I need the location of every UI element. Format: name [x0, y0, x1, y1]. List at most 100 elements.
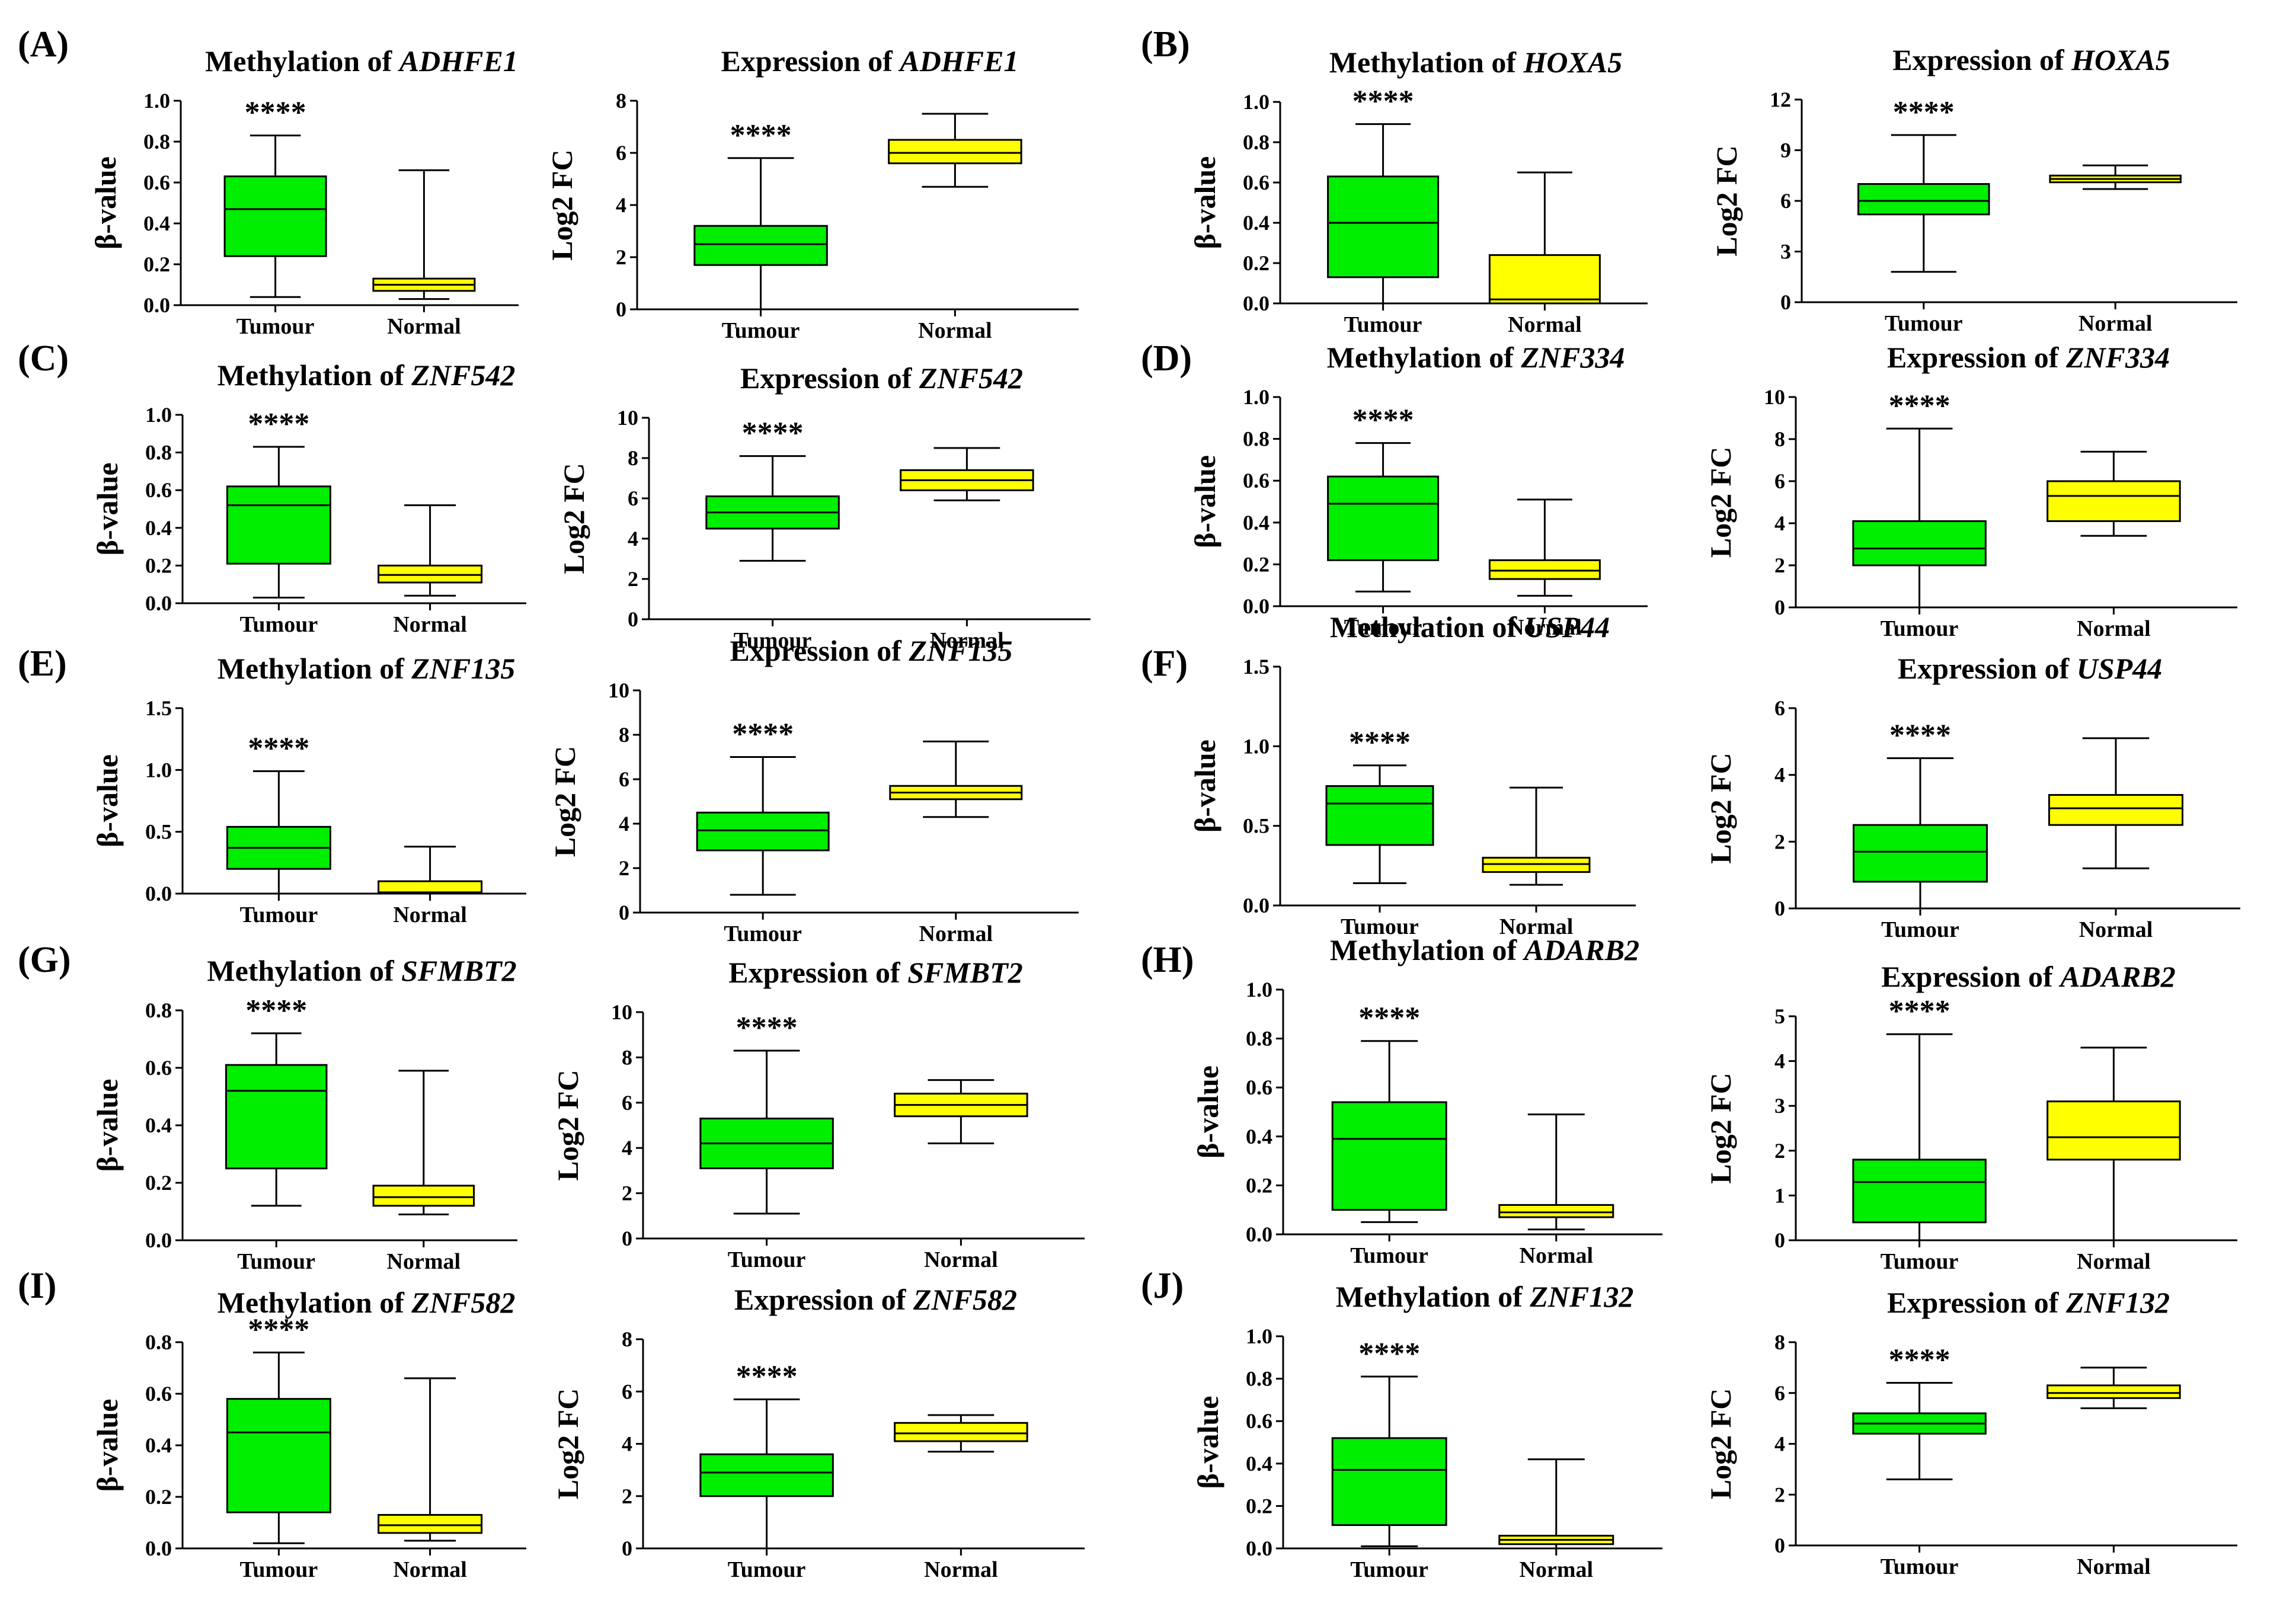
box-normal [2049, 164, 2182, 190]
chart-title-prefix: Expression of [740, 361, 919, 395]
panel-letter-h: (H) [1141, 940, 1194, 980]
y-axis-title: β-value [91, 463, 124, 556]
box-iqr [2046, 1384, 2181, 1399]
chart-title-gene: ADARB2 [2058, 960, 2176, 993]
chart-title-prefix: Methylation of [1329, 46, 1524, 79]
x-category-label: Tumour [236, 314, 315, 339]
y-tick-label: 6 [1780, 189, 1791, 213]
chart-title-prefix: Methylation of [218, 1286, 412, 1319]
y-tick-label: 0.0 [145, 882, 172, 905]
y-tick-label: 0 [622, 1227, 632, 1250]
significance-stars: **** [730, 119, 792, 152]
chart-title-gene: ZNF334 [1520, 341, 1625, 374]
box-normal [372, 169, 476, 300]
box-tumour [696, 756, 830, 896]
x-category-label: Tumour [1881, 616, 1959, 641]
box-iqr [226, 1398, 331, 1513]
y-tick-label: 0 [1774, 897, 1785, 920]
x-category-label: Normal [1499, 914, 1574, 939]
chart-e-methylation: Methylation of ZNF135 β-value 0.0 0.5 1.0 1.5… [91, 652, 526, 927]
y-tick-label: 4 [622, 1432, 632, 1456]
y-tick-label: 4 [1774, 763, 1785, 787]
chart-title: Expression of SFMBT2 [728, 956, 1022, 989]
chart-title-gene: ZNF135 [908, 634, 1012, 667]
box-iqr [2046, 480, 2181, 522]
box-normal [1482, 786, 1591, 886]
box-iqr [888, 139, 1022, 165]
box-iqr [378, 1513, 483, 1534]
chart-title-gene: ZNF132 [2065, 1286, 2170, 1319]
box-tumour [1327, 123, 1440, 305]
chart-title: Methylation of ZNF334 [1327, 341, 1625, 374]
box-normal [1498, 1113, 1614, 1231]
chart-title: Expression of ZNF582 [734, 1283, 1017, 1316]
chart-title: Methylation of ZNF542 [218, 359, 516, 392]
chart-title-prefix: Expression of [1892, 43, 2071, 76]
box-tumour [1852, 1382, 1987, 1481]
chart-title-prefix: Expression of [1887, 341, 2066, 374]
chart-title-prefix: Methylation of [1330, 610, 1524, 644]
chart-title-prefix: Expression of [730, 634, 909, 667]
x-category-label: Tumour [1344, 615, 1422, 640]
x-category-label: Normal [2079, 917, 2153, 942]
box-tumour [693, 157, 828, 311]
y-tick-label: 2 [1774, 1139, 1785, 1163]
y-tick-label: 2 [1774, 830, 1785, 853]
chart-i-methylation: Methylation of ZNF582 β-value 0.0 0.2 0.4 0.6… [91, 1286, 526, 1582]
chart-title-gene: HOXA5 [2071, 43, 2170, 76]
box-iqr [696, 811, 830, 852]
chart-c-methylation: Methylation of ZNF542 β-value 0.0 0.2 0.4 0.6… [91, 359, 526, 637]
box-iqr [894, 1422, 1028, 1442]
y-tick-label: 6 [622, 1380, 632, 1403]
chart-title: Methylation of SFMBT2 [207, 954, 516, 987]
y-tick-label: 0 [1774, 1228, 1785, 1252]
box-normal [378, 1377, 483, 1542]
y-tick-label: 0 [619, 901, 629, 924]
chart-i-expression: Expression of ZNF582 Log2 FC 0 2 4 6 8 Tumour No… [551, 1283, 1085, 1582]
y-tick-label: 0.6 [143, 171, 170, 194]
x-category-label: Normal [1508, 312, 1582, 337]
y-tick-label: 0.0 [1243, 292, 1269, 315]
x-category-label: Tumour [1881, 1554, 1959, 1579]
chart-title: Methylation of ZNF132 [1336, 1280, 1634, 1313]
y-tick-label: 0.8 [145, 1330, 172, 1354]
y-tick-label: 2 [619, 856, 629, 880]
significance-stars: **** [1352, 84, 1414, 118]
box-iqr [1331, 1437, 1447, 1526]
y-tick-label: 0.2 [1243, 552, 1269, 576]
box-tumour [1331, 1375, 1447, 1547]
y-tick-label: 4 [628, 527, 638, 551]
y-tick-label: 8 [1774, 427, 1785, 451]
y-tick-label: 4 [622, 1136, 632, 1160]
significance-stars: **** [1358, 1337, 1420, 1371]
x-category-label: Normal [919, 921, 993, 946]
y-tick-label: 0 [1780, 290, 1791, 314]
panel-letter-c: (C) [18, 338, 69, 379]
significance-stars: **** [736, 1359, 798, 1393]
y-axis-title: β-value [1191, 1065, 1224, 1158]
box-tumour [225, 1032, 328, 1207]
y-tick-label: 0.6 [145, 1056, 172, 1080]
y-tick-label: 8 [622, 1327, 632, 1351]
box-normal [889, 740, 1023, 818]
y-tick-label: 10 [1764, 385, 1785, 409]
y-tick-label: 4 [1774, 1049, 1785, 1073]
significance-stars: **** [1893, 95, 1955, 129]
box-iqr [699, 1453, 834, 1497]
y-tick-label: 0.6 [145, 478, 172, 502]
x-category-label: Tumour [1885, 311, 1963, 336]
y-tick-label: 8 [628, 446, 638, 470]
box-iqr [1331, 1101, 1447, 1211]
x-category-label: Tumour [1350, 1557, 1428, 1582]
box-iqr [226, 485, 331, 565]
y-tick-label: 1.0 [145, 758, 172, 782]
box-tumour [226, 446, 331, 599]
significance-stars: **** [1889, 389, 1950, 423]
chart-title-gene: ZNF582 [411, 1286, 515, 1319]
y-tick-label: 0.0 [145, 1228, 172, 1252]
y-axis-title: β-value [91, 1399, 124, 1492]
y-tick-label: 1 [1774, 1183, 1785, 1207]
y-tick-label: 4 [1774, 511, 1785, 535]
chart-title-prefix: Methylation of [207, 954, 401, 987]
y-axis-title: β-value [1188, 740, 1221, 833]
